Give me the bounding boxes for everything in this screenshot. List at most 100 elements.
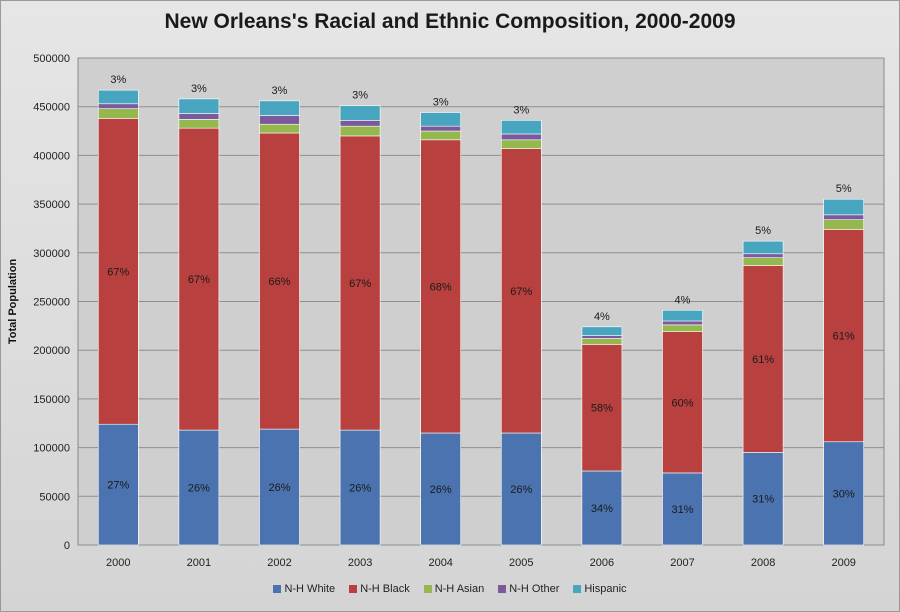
x-tick-label: 2000 [106, 557, 130, 569]
bar-segment-hispanic [259, 100, 300, 116]
bar-segment-n-h-other [98, 103, 139, 109]
data-label: 60% [671, 397, 693, 409]
bar-segment-hispanic [662, 309, 703, 322]
data-label: 30% [833, 488, 855, 500]
bar-segment-n-h-black [823, 229, 865, 443]
bar-segment-n-h-white [581, 470, 623, 546]
x-tick-label: 2004 [428, 557, 452, 569]
bar-segment-n-h-white [259, 428, 300, 546]
y-tick-label: 0 [64, 540, 70, 552]
bar-segment-hispanic [420, 112, 462, 127]
y-tick-label: 300000 [33, 248, 70, 260]
x-tick-label: 2006 [590, 557, 614, 569]
bar-segment-n-h-asian [742, 257, 784, 266]
bar-segment-n-h-other [420, 125, 462, 132]
data-label: 61% [752, 354, 774, 366]
data-label: 26% [188, 483, 210, 495]
y-tick-label: 150000 [33, 394, 70, 406]
legend-item: N-H Asian [423, 583, 485, 595]
data-label: 67% [188, 274, 210, 286]
x-tick-label: 2009 [831, 557, 855, 569]
bar-segment-n-h-other [178, 113, 220, 120]
data-label: 26% [349, 483, 371, 495]
y-tick-label: 450000 [33, 102, 70, 114]
top-data-label: 3% [433, 97, 449, 109]
data-label: 26% [268, 482, 290, 494]
bar-segment-n-h-asian [420, 130, 462, 141]
bar-segment-n-h-asian [662, 324, 703, 332]
axes: 0 50000 100000 150000 200000 250000 300000 3500… [33, 53, 856, 569]
legend-item: Hispanic [573, 583, 627, 595]
y-tick-label: 200000 [33, 345, 70, 357]
bar-segment-n-h-black [339, 135, 381, 431]
y-axis-label: Total Population [7, 259, 19, 345]
bar-segment-hispanic [581, 326, 623, 336]
y-tick-label: 250000 [33, 297, 70, 309]
bar-segment-n-h-white [420, 432, 462, 546]
data-label: 26% [430, 484, 452, 496]
data-label: 26% [510, 484, 532, 496]
bar-segment-n-h-white [500, 432, 542, 546]
legend-label: N-H Asian [434, 583, 485, 595]
data-label: 67% [349, 278, 371, 290]
bar-segment-n-h-asian [581, 338, 623, 345]
bar-segment-n-h-asian [500, 139, 542, 149]
legend-item: N-H White [273, 583, 335, 595]
bar-segment-n-h-black [98, 118, 139, 425]
legend-swatch [423, 585, 432, 593]
bar-segment-n-h-black [662, 331, 703, 474]
legend-label: Hispanic [584, 583, 627, 595]
top-data-label: 4% [675, 294, 691, 306]
bar-segment-n-h-black [742, 265, 784, 453]
top-data-label: 3% [110, 74, 126, 86]
bar-segment-n-h-black [581, 344, 623, 472]
bar-segment-n-h-white [662, 472, 703, 546]
data-label: 68% [430, 281, 452, 293]
bar-segment-n-h-asian [339, 125, 381, 137]
legend-swatch [273, 585, 282, 593]
data-label: 67% [107, 266, 129, 278]
bar-segment-n-h-other [339, 120, 381, 127]
bar-segment-n-h-white [339, 429, 381, 546]
legend-swatch [498, 585, 507, 593]
bar-segment-n-h-asian [259, 123, 300, 134]
data-label: 58% [591, 403, 613, 415]
bar-segment-n-h-other [662, 320, 703, 326]
bar-segment-hispanic [500, 120, 542, 135]
chart-title: New Orleans's Racial and Ethnic Composit… [164, 10, 736, 33]
data-label: 34% [591, 503, 613, 515]
top-data-label: 3% [191, 83, 207, 95]
legend-swatch [573, 585, 582, 593]
bar-segment-n-h-other [823, 214, 865, 220]
bars: 27% 67% 3% 26% 67% 3% 26% 66% 3% 26% 67% 3% 26% 68% 3%… [98, 74, 865, 546]
y-tick-label: 400000 [33, 150, 70, 162]
top-data-label: 3% [272, 85, 288, 97]
legend-label: N-H White [284, 583, 336, 595]
y-tick-label: 500000 [33, 53, 70, 65]
bar-segment-n-h-white [178, 429, 220, 546]
legend-item: N-H Other [498, 583, 559, 595]
top-data-label: 5% [836, 183, 852, 195]
top-data-label: 3% [352, 90, 368, 102]
bar-segment-hispanic [742, 240, 784, 255]
x-tick-label: 2008 [751, 557, 775, 569]
bar-segment-hispanic [823, 198, 865, 216]
data-label: 31% [671, 504, 693, 516]
bar-segment-n-h-asian [98, 108, 139, 119]
legend-item: N-H Black [349, 583, 410, 595]
top-data-label: 5% [755, 225, 771, 237]
top-data-label: 3% [513, 104, 529, 116]
bar-segment-n-h-asian [178, 119, 220, 129]
y-tick-label: 100000 [33, 443, 70, 455]
bar-segment-n-h-white [823, 441, 865, 546]
legend: N-H White N-H Black N-H Asian N-H Other Hisp… [0, 583, 900, 595]
top-data-label: 4% [594, 311, 610, 323]
bar-segment-n-h-white [98, 423, 139, 546]
data-label: 66% [268, 276, 290, 288]
bar-segment-n-h-other [742, 253, 784, 258]
legend-label: N-H Other [509, 583, 560, 595]
bar-segment-hispanic [178, 98, 220, 114]
x-tick-label: 2003 [348, 557, 372, 569]
bar-segment-hispanic [339, 105, 381, 121]
